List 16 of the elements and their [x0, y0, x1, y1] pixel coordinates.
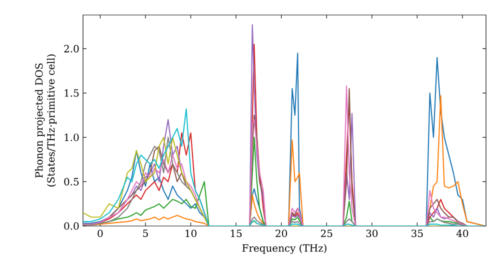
y-tick-label: 1.0 — [64, 134, 79, 142]
x-tick-label: 30 — [366, 230, 378, 238]
y-axis-title: Phonon projected DOS (States/THz·primitive cell) — [34, 54, 57, 186]
y-tick-label: 0.5 — [64, 178, 79, 186]
x-tick-label: 10 — [186, 230, 196, 238]
y-tick-label: 1.5 — [64, 89, 79, 97]
x-tick-label: 5 — [143, 230, 148, 238]
x-tick-label: 20 — [276, 230, 288, 238]
x-tick-label: 15 — [230, 230, 242, 238]
x-tick-label: 0 — [98, 230, 103, 238]
y-tick-label: 0.0 — [64, 222, 79, 230]
x-tick-label: 25 — [320, 230, 332, 238]
y-tick-label: 2.0 — [64, 44, 79, 52]
x-axis-title: Frequency (THz) — [242, 244, 326, 254]
x-tick-label: 40 — [456, 230, 468, 238]
x-tick-label: 35 — [412, 230, 423, 238]
